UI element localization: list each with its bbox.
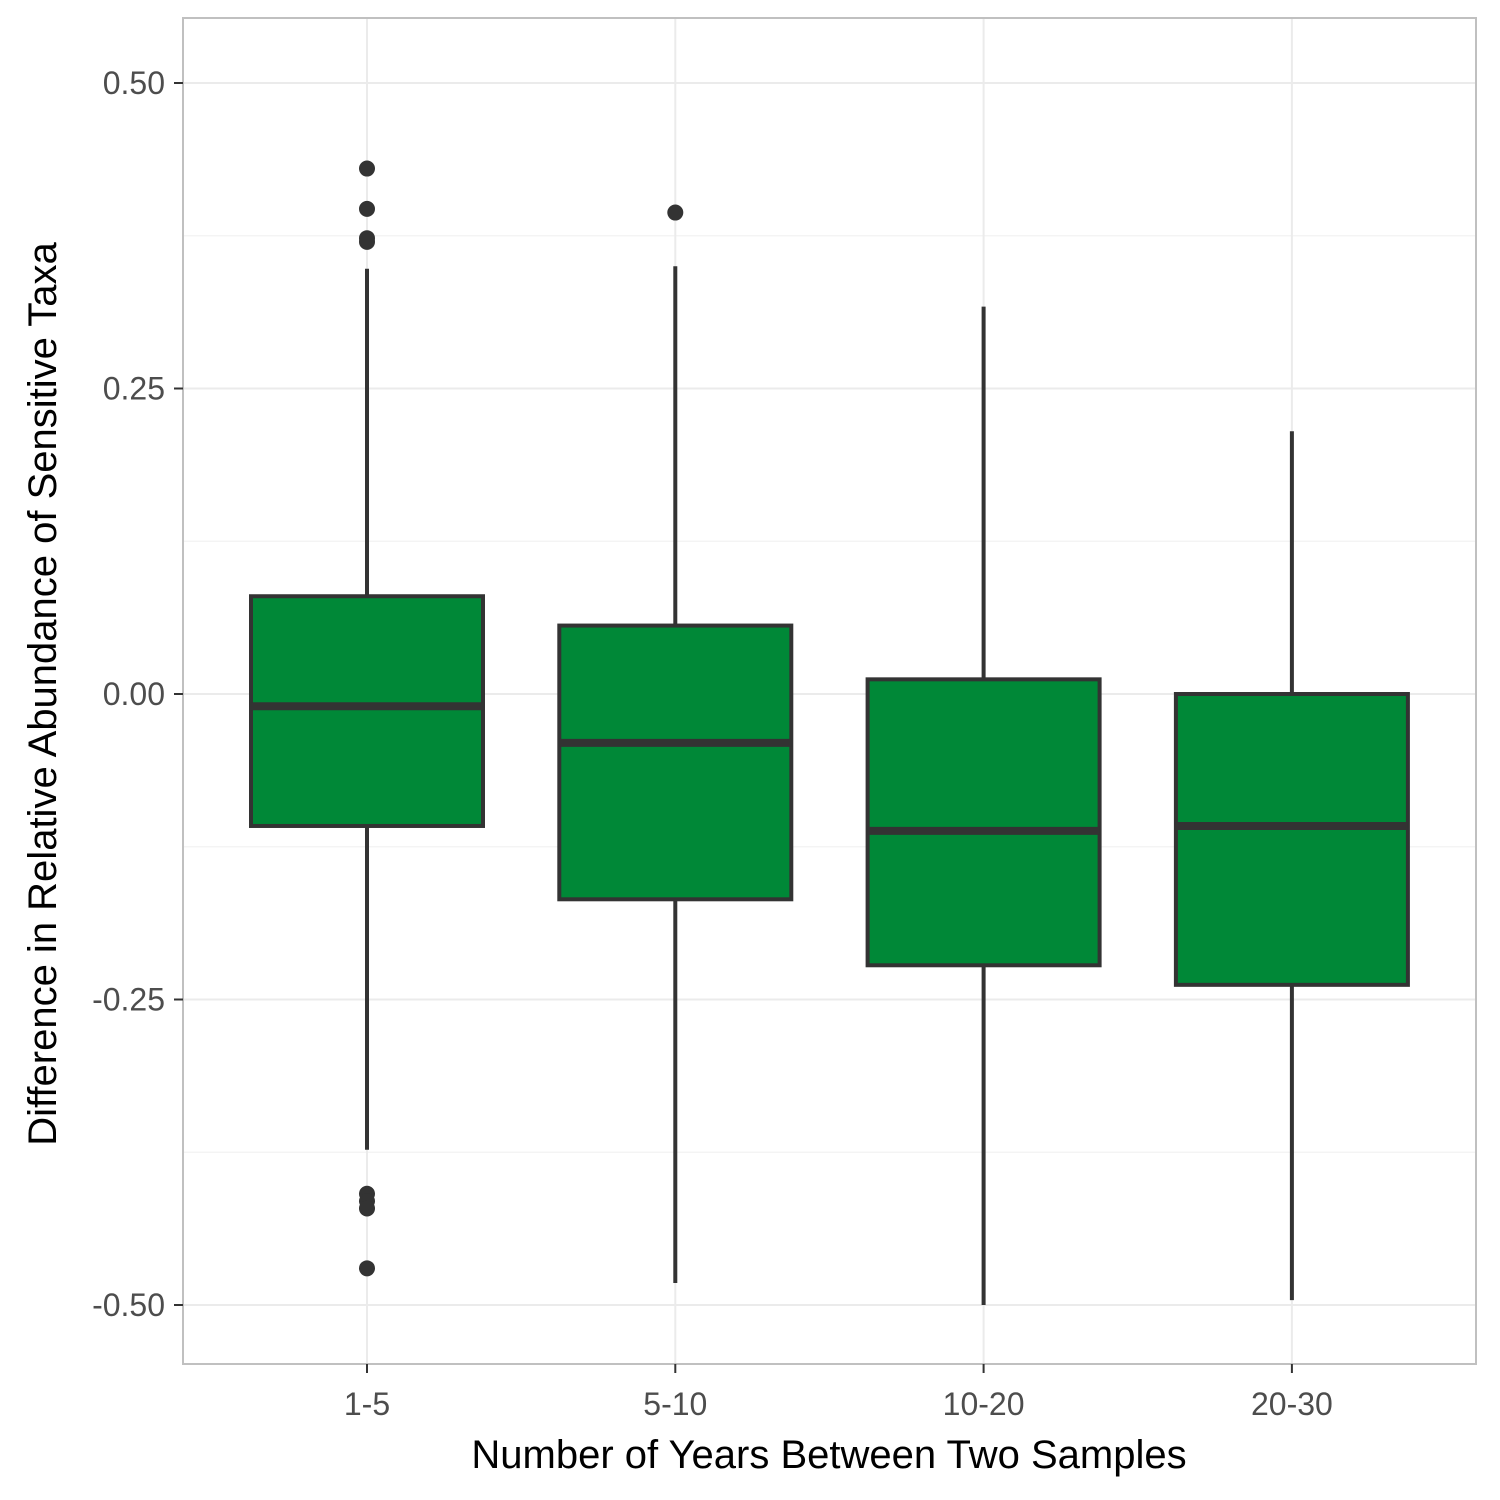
box-iqr (557, 623, 794, 902)
x-axis-title: Number of Years Between Two Samples (471, 1433, 1186, 1477)
outlier-point (359, 200, 375, 217)
box-layer (249, 160, 1410, 1305)
axis-layer: -0.50 -0.25 0.00 0.25 0.50 1-5 5-10 10-20 20-30 (92, 65, 1333, 1422)
box-iqr (249, 594, 485, 828)
outlier-point (359, 1200, 375, 1217)
x-tick-label: 1-5 (344, 1386, 390, 1422)
plot-panel-border (182, 17, 1477, 1365)
y-tick-label: 0.50 (103, 65, 165, 101)
x-tick-label: 20-30 (1251, 1386, 1333, 1422)
x-tick-label: 5-10 (643, 1386, 707, 1422)
outlier-point (359, 160, 375, 177)
y-tick-label: -0.50 (92, 1287, 165, 1323)
y-tick-label: 0.25 (103, 371, 165, 407)
outlier-point (359, 233, 375, 250)
box-iqr (1173, 692, 1410, 987)
x-tick-label: 10-20 (943, 1386, 1025, 1422)
box-iqr (865, 677, 1102, 968)
outlier-point (359, 1260, 375, 1277)
y-tick-label: 0.00 (103, 676, 165, 712)
y-tick-label: -0.25 (92, 982, 165, 1018)
y-axis-title: Difference in Relative Abundance of Sens… (21, 241, 65, 1145)
outlier-point (667, 204, 684, 221)
